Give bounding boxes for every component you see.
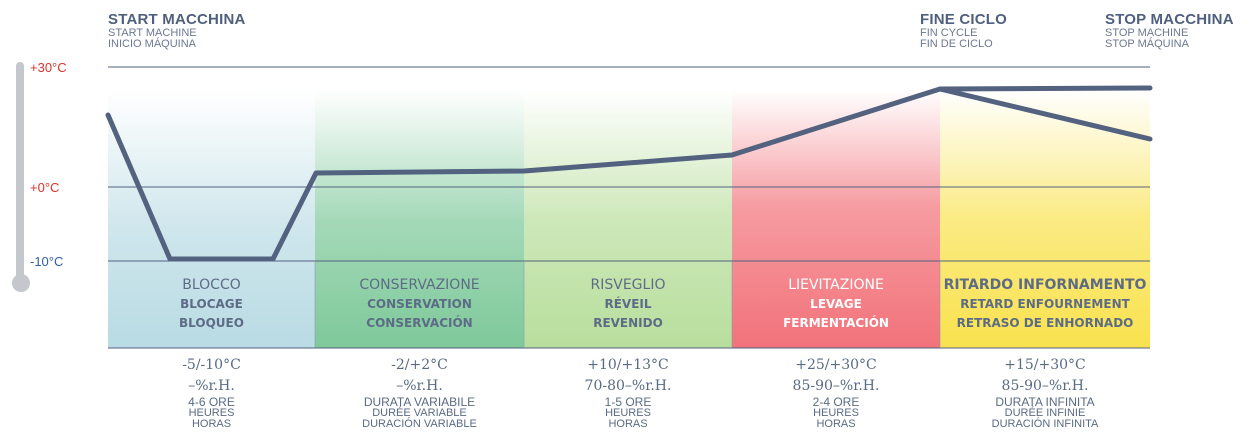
duration-es: DURACIÓN VARIABLE [362, 418, 477, 430]
temperature-range: +25/+30°C [795, 357, 877, 373]
stop-header: STOP MACCHINA STOP MACHINE STOP MÁQUINA [1105, 11, 1234, 50]
duration-it: 4-6 ORE [188, 395, 235, 409]
phase-band-lievitazione [732, 90, 940, 348]
humidity: 70-80–%r.H. [584, 378, 672, 394]
duration-fr: HEURES [188, 407, 235, 419]
phase-label-risveglio: RISVEGLIO RÉVEIL REVENIDO [590, 277, 666, 330]
temperature-curve-stop-branch [937, 86, 1153, 142]
duration-fr: HEURES [605, 407, 651, 419]
duration-it: DURATA INFINITA [995, 395, 1095, 409]
phase-band-risveglio [524, 90, 732, 348]
phase-label-conservazione: CONSERVAZIONE CONSERVATION CONSERVACIÓN [359, 277, 480, 330]
humidity: 85-90–%r.H. [792, 378, 880, 394]
phase-info-ritardo: +15/+30°C 85-90–%r.H. DURATA INFINITA DU… [940, 355, 1150, 430]
duration-fr: DURÉE INFINIE [1004, 407, 1086, 419]
duration-it: 1-5 ORE [604, 395, 652, 409]
duration-fr: DURÉE VARIABLE [372, 407, 467, 419]
temperature-range: -5/-10°C [182, 357, 241, 373]
phase-label-lievitazione: LIEVITAZIONE LEVAGE FERMENTACIÓN [783, 277, 889, 330]
temperature-curve [105, 85, 1153, 262]
humidity: –%r.H. [396, 378, 443, 394]
duration-es: HORAS [191, 418, 232, 430]
duration-es: HORAS [608, 418, 648, 430]
thermometer-icon [12, 62, 32, 302]
duration-es: DURACIÓN INFINITA [991, 418, 1099, 430]
duration-it: DURATA VARIABILE [363, 395, 476, 409]
scale-top-label: +30°C [30, 60, 67, 75]
duration-fr: HEURES [813, 407, 859, 419]
duration-es: HORAS [816, 418, 856, 430]
temperature-range: -2/+2°C [391, 357, 448, 373]
phase-info-conservazione: -2/+2°C –%r.H. DURATA VARIABILE DURÉE VA… [315, 355, 524, 430]
phase-info-blocco: -5/-10°C –%r.H. 4-6 ORE HEURES HORAS [108, 355, 315, 430]
end-header: FINE CICLO FIN CYCLE FIN DE CICLO [920, 11, 1007, 50]
duration-it: 2-4 ORE [812, 395, 860, 409]
temperature-range: +10/+13°C [587, 357, 669, 373]
phase-label-ritardo: RITARDO INFORNAMENTO RETARD ENFOURNEMENT… [943, 277, 1147, 330]
start-header: START MACCHINA START MACHINE INICIO MÁQU… [108, 11, 246, 50]
phase-info-lievitazione: +25/+30°C 85-90–%r.H. 2-4 ORE HEURES HOR… [732, 355, 940, 430]
humidity: –%r.H. [188, 378, 235, 394]
phase-info-risveglio: +10/+13°C 70-80–%r.H. 1-5 ORE HEURES HOR… [524, 355, 732, 430]
scale-zero-label: +0°C [30, 180, 60, 195]
scale-bottom-label: -10°C [30, 254, 64, 269]
temperature-range: +15/+30°C [1004, 357, 1086, 373]
phase-band-blocco [108, 90, 315, 348]
humidity: 85-90–%r.H. [1001, 378, 1089, 394]
phase-band-conservazione [315, 90, 524, 348]
phase-label-blocco: BLOCCO BLOCAGE BLOQUEO [179, 277, 244, 330]
